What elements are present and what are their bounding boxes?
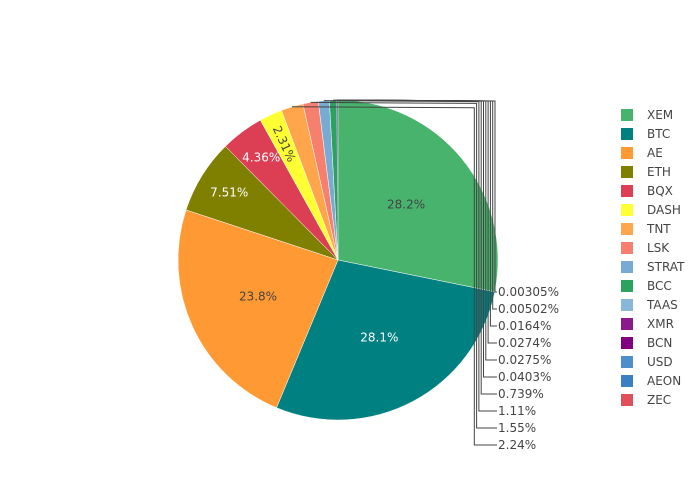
legend-swatch bbox=[621, 280, 633, 292]
legend-label: DASH bbox=[647, 203, 681, 217]
legend-swatch bbox=[621, 242, 633, 254]
legend-item-xem[interactable]: XEM bbox=[621, 108, 673, 122]
legend-swatch bbox=[621, 166, 633, 178]
slice-label-zec: 0.00305% bbox=[498, 285, 559, 299]
legend-item-lsk[interactable]: LSK bbox=[621, 241, 670, 255]
legend-label: AEON bbox=[647, 374, 681, 388]
legend-item-ae[interactable]: AE bbox=[621, 146, 663, 160]
slice-label-usd: 0.0164% bbox=[498, 319, 551, 333]
slice-label-btc: 28.1% bbox=[360, 331, 398, 345]
legend-swatch bbox=[621, 356, 633, 368]
legend-label: ETH bbox=[647, 165, 671, 179]
legend-item-xmr[interactable]: XMR bbox=[621, 317, 674, 331]
legend-item-bqx[interactable]: BQX bbox=[621, 184, 673, 198]
legend-label: BCN bbox=[647, 336, 672, 350]
slice-label-xmr: 0.0275% bbox=[498, 353, 551, 367]
slice-label-bcc: 0.739% bbox=[498, 387, 544, 401]
slice-label-strat: 1.11% bbox=[498, 404, 536, 418]
slice-label-eth: 7.51% bbox=[210, 186, 248, 200]
legend-label: ZEC bbox=[647, 393, 671, 407]
legend-swatch bbox=[621, 337, 633, 349]
legend-item-bcc[interactable]: BCC bbox=[621, 279, 672, 293]
legend-label: TAAS bbox=[646, 298, 678, 312]
slice-label-tnt: 2.24% bbox=[498, 438, 536, 452]
legend-swatch bbox=[621, 375, 633, 387]
legend-swatch bbox=[621, 147, 633, 159]
slice-label-taas: 0.0403% bbox=[498, 370, 551, 384]
pie-slices bbox=[178, 100, 498, 420]
legend-item-dash[interactable]: DASH bbox=[621, 203, 681, 217]
legend-swatch bbox=[621, 299, 633, 311]
legend-item-taas[interactable]: TAAS bbox=[621, 298, 678, 312]
legend-label: BQX bbox=[647, 184, 673, 198]
legend-item-bcn[interactable]: BCN bbox=[621, 336, 672, 350]
legend-label: USD bbox=[647, 355, 673, 369]
legend-swatch bbox=[621, 318, 633, 330]
legend-item-tnt[interactable]: TNT bbox=[621, 222, 671, 236]
slice-label-bqx: 4.36% bbox=[242, 151, 280, 165]
legend-label: XEM bbox=[647, 108, 673, 122]
slice-label-lsk: 1.55% bbox=[498, 421, 536, 435]
slice-label-xem: 28.2% bbox=[387, 197, 425, 211]
legend-swatch bbox=[621, 185, 633, 197]
legend-label: STRAT bbox=[647, 260, 685, 274]
legend-label: AE bbox=[647, 146, 663, 160]
legend-item-strat[interactable]: STRAT bbox=[621, 260, 685, 274]
legend: XEM BTC AE ETH BQX DASH TNT LSK STRAT BCC TAAS XMR B… bbox=[621, 108, 685, 407]
slice-label-ae: 23.8% bbox=[239, 290, 277, 304]
legend-label: BTC bbox=[647, 127, 670, 141]
legend-item-usd[interactable]: USD bbox=[621, 355, 673, 369]
legend-swatch bbox=[621, 109, 633, 121]
legend-label: BCC bbox=[647, 279, 672, 293]
legend-item-zec[interactable]: ZEC bbox=[621, 393, 671, 407]
legend-label: LSK bbox=[647, 241, 670, 255]
legend-item-btc[interactable]: BTC bbox=[621, 127, 670, 141]
slice-label-aeon: 0.00502% bbox=[498, 302, 559, 316]
legend-item-eth[interactable]: ETH bbox=[621, 165, 671, 179]
legend-label: TNT bbox=[646, 222, 671, 236]
legend-item-aeon[interactable]: AEON bbox=[621, 374, 681, 388]
legend-swatch bbox=[621, 223, 633, 235]
legend-swatch bbox=[621, 204, 633, 216]
slice-label-bcn: 0.0274% bbox=[498, 336, 551, 350]
legend-swatch bbox=[621, 261, 633, 273]
legend-label: XMR bbox=[647, 317, 674, 331]
legend-swatch bbox=[621, 394, 633, 406]
legend-swatch bbox=[621, 128, 633, 140]
